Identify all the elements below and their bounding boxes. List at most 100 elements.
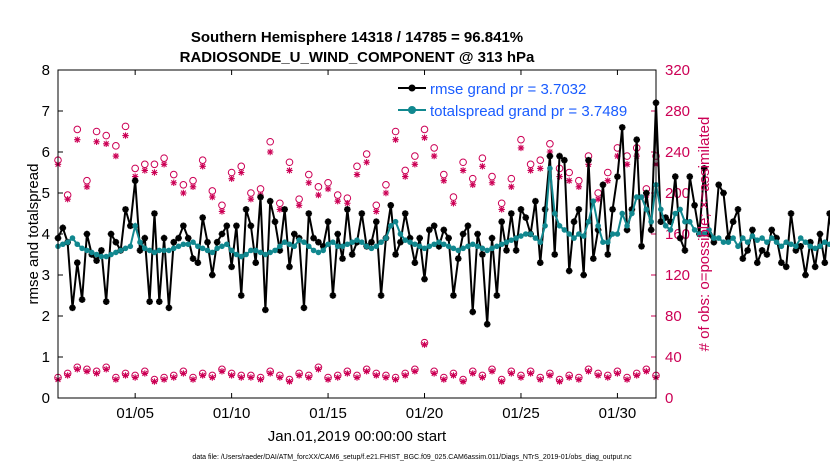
- obs-upper-assimilated-marker: [228, 175, 235, 182]
- obs-upper-possible-marker: [507, 174, 516, 183]
- totalspread-point: [797, 235, 804, 241]
- obs-lower-assimilated-marker: [122, 372, 129, 379]
- obs-upper-assimilated-marker: [218, 208, 226, 215]
- totalspread-point: [252, 247, 259, 254]
- obs-lower-assimilated-marker: [199, 372, 206, 379]
- totalspread-point: [522, 231, 529, 237]
- totalspread-point: [354, 237, 360, 243]
- obs-lower-assimilated-marker: [170, 374, 177, 381]
- totalspread-point: [576, 231, 582, 237]
- obs-lower-assimilated-marker: [517, 374, 525, 381]
- rmse-point: [242, 206, 250, 213]
- totalspread-point: [585, 218, 592, 225]
- obs-lower-assimilated-marker: [594, 372, 602, 379]
- obs-upper-assimilated-marker: [315, 191, 322, 199]
- totalspread-point: [310, 247, 317, 254]
- totalspread-point: [142, 245, 148, 252]
- rmse-point: [276, 247, 284, 254]
- totalspread-point: [735, 243, 741, 250]
- totalspread-point: [161, 247, 167, 254]
- rmse-point: [435, 243, 443, 250]
- rmse-point: [734, 206, 742, 213]
- totalspread-point: [826, 241, 830, 248]
- totalspread-point: [69, 235, 76, 241]
- rmse-point: [262, 306, 269, 314]
- rmse-point: [334, 230, 342, 238]
- obs-lower-assimilated-marker: [141, 370, 149, 377]
- rmse-point: [512, 247, 520, 254]
- obs-upper-possible-marker: [266, 137, 274, 146]
- totalspread-point: [84, 247, 90, 254]
- rmse-point: [151, 210, 158, 217]
- obs-upper-possible-marker: [314, 183, 323, 191]
- obs-upper-assimilated-marker: [479, 163, 486, 170]
- totalspread-point: [648, 218, 654, 225]
- obs-lower-assimilated-marker: [575, 376, 583, 383]
- totalspread-point: [199, 245, 206, 252]
- rmse-point: [811, 263, 819, 271]
- obs-upper-assimilated-marker: [286, 167, 293, 174]
- totalspread-point: [286, 241, 293, 248]
- obs-upper-possible-marker: [362, 150, 371, 158]
- obs-lower-assimilated-marker: [74, 366, 81, 373]
- rmse-point: [493, 292, 501, 299]
- obs-upper-assimilated-marker: [430, 152, 438, 160]
- totalspread-point: [368, 245, 375, 252]
- rmse-point: [570, 218, 578, 225]
- obs-lower-assimilated-marker: [276, 374, 284, 381]
- obs-upper-possible-marker: [353, 162, 361, 171]
- y-tick-label: 5: [42, 185, 50, 202]
- rmse-point: [184, 234, 192, 242]
- obs-upper-possible-marker: [150, 160, 159, 169]
- totalspread-point: [373, 243, 380, 250]
- obs-lower-assimilated-marker: [382, 374, 390, 381]
- obs-upper-assimilated-marker: [276, 206, 284, 213]
- obs-lower-assimilated-marker: [112, 376, 120, 383]
- obs-upper-assimilated-marker: [324, 185, 332, 193]
- totalspread-point: [127, 243, 134, 250]
- rmse-point: [136, 247, 144, 254]
- rmse-point: [257, 193, 264, 201]
- totalspread-point: [614, 231, 621, 237]
- totalspread-point: [662, 223, 669, 229]
- totalspread-point: [696, 231, 703, 237]
- obs-upper-assimilated-marker: [373, 208, 380, 215]
- obs-lower-assimilated-marker: [546, 372, 554, 379]
- obs-upper-possible-marker: [536, 156, 545, 164]
- obs-upper-assimilated-marker: [83, 183, 91, 191]
- totalspread-point: [773, 239, 780, 245]
- obs-upper-assimilated-marker: [141, 167, 149, 174]
- obs-lower-assimilated-marker: [209, 374, 216, 381]
- rmse-point: [488, 234, 496, 242]
- rmse-point: [102, 298, 110, 305]
- x-tick-label: 01/25: [502, 405, 540, 422]
- totalspread-point: [638, 194, 645, 200]
- totalspread-point: [604, 239, 611, 245]
- rmse-point: [459, 230, 467, 238]
- obs-lower-assimilated-marker: [508, 370, 515, 377]
- totalspread-point: [397, 231, 404, 237]
- obs-upper-assimilated-marker: [527, 167, 534, 174]
- right-tick-label: 0: [665, 390, 673, 407]
- rmse-point: [358, 210, 366, 217]
- obs-upper-possible-marker: [382, 181, 390, 189]
- rmse-point: [131, 177, 139, 184]
- totalspread-point: [431, 241, 437, 248]
- totalspread-point: [74, 241, 81, 248]
- plot-frame: [57, 69, 657, 399]
- totalspread-point: [590, 198, 597, 204]
- obs-upper-assimilated-marker: [488, 179, 496, 186]
- totalspread-point: [93, 251, 100, 258]
- obs-upper-assimilated-marker: [112, 152, 120, 160]
- rmse-point: [580, 271, 587, 279]
- totalspread-point: [305, 243, 312, 250]
- totalspread-point: [108, 251, 114, 258]
- totalspread-point: [209, 249, 216, 256]
- totalspread-point: [730, 235, 736, 241]
- rmse-point: [377, 292, 385, 299]
- rmse-point: [204, 238, 211, 246]
- totalspread-point: [402, 237, 409, 243]
- totalspread-point: [378, 239, 384, 245]
- totalspread-point: [600, 239, 606, 245]
- totalspread-point: [551, 210, 558, 217]
